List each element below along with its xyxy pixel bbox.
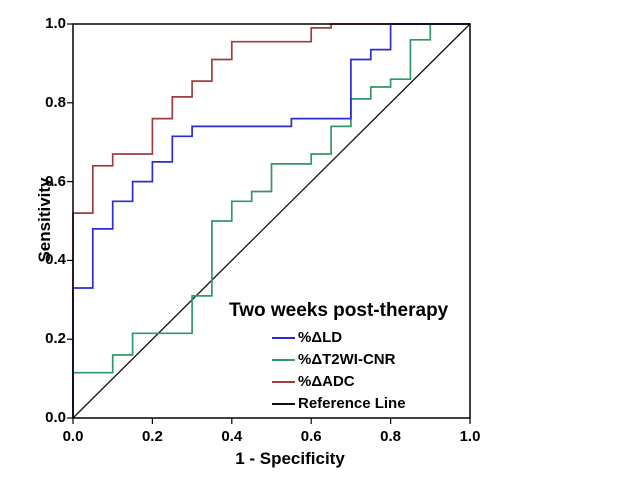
y-tick-label: 0.0 (45, 409, 66, 426)
legend-swatch-pct-delta-ld (272, 337, 295, 339)
legend-label-pct-delta-adc: %ΔADC (298, 373, 355, 390)
legend-label-pct-delta-t2wi-cnr: %ΔT2WI-CNR (298, 351, 396, 368)
legend-label-pct-delta-ld: %ΔLD (298, 329, 343, 346)
x-tick-label: 1.0 (459, 428, 481, 445)
y-tick-label: 0.4 (45, 251, 66, 269)
x-tick-label: 0.6 (300, 428, 322, 445)
x-tick-label: 0.2 (141, 428, 163, 445)
legend-swatch-pct-delta-t2wi-cnr (272, 359, 295, 361)
y-tick-label: 0.2 (45, 330, 66, 348)
y-tick-label: 0.6 (45, 172, 66, 190)
legend-swatch-reference-line (272, 403, 295, 405)
curve-reference-line (72, 23, 471, 419)
legend-title: Two weeks post-therapy (229, 300, 449, 321)
y-tick-label: 0.8 (45, 93, 66, 111)
plot-border (72, 23, 471, 419)
x-tick-label: 0.0 (62, 428, 84, 445)
legend-label-reference-line: Reference Line (298, 395, 406, 412)
legend-swatch-pct-delta-adc (272, 381, 295, 383)
x-axis-title: 1 - Specificity (235, 449, 345, 468)
axis-layer (67, 23, 471, 424)
x-tick-label: 0.8 (380, 428, 402, 445)
curve-pct-delta-t2wi-cnr (72, 23, 470, 418)
x-tick-label: 0.4 (221, 428, 243, 445)
curve-pct-delta-ld (72, 23, 470, 418)
curve-pct-delta-adc (72, 23, 470, 418)
curves-layer (72, 23, 471, 419)
y-tick-label: 1.0 (45, 15, 66, 32)
y-axis-title: Sensitivity (35, 177, 54, 263)
